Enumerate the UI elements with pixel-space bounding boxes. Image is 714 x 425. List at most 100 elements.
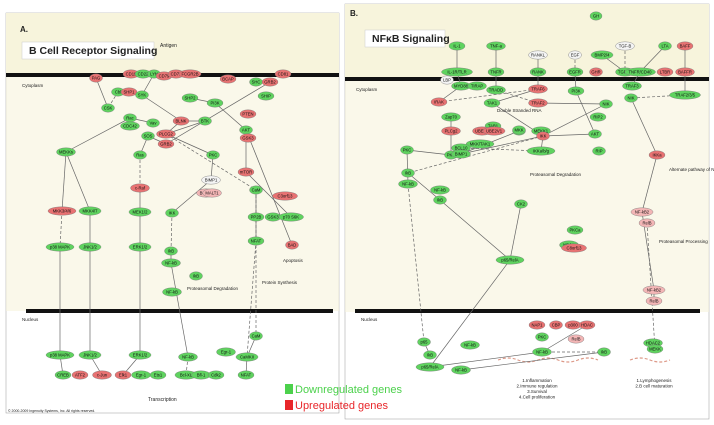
panel-b-node-shape: [676, 41, 694, 51]
panel-b-node-label: TAK1: [487, 100, 498, 105]
panel-b-node: GHR: [589, 67, 603, 77]
panel-b-node-label: LBP: [443, 77, 451, 82]
panel-a-node-label: AKT: [242, 127, 251, 132]
panel-a-node-shape: [128, 242, 152, 252]
panel-a-node-label: SHIP: [261, 93, 271, 98]
panel-a-node-label: CDC42: [123, 123, 137, 128]
panel-a-node-label: SYK: [138, 92, 147, 97]
panel-b-node: C8orf13: [561, 243, 587, 253]
panel-a-node-label: BIMP1: [205, 177, 218, 182]
panel-b-node-label: NAP1: [532, 322, 544, 327]
panel-b-node: Zap70: [441, 112, 461, 122]
panel-b-node-label: TIRAP: [471, 83, 484, 88]
panel-b-node-label: AKT: [591, 131, 600, 136]
panel-b-node-shape: [400, 145, 414, 155]
panel-b-node-shape: [528, 50, 548, 60]
panel-a-node-shape: [71, 370, 89, 380]
panel-a-node: CD81: [274, 69, 292, 79]
panel-a-node: PKC: [206, 150, 220, 160]
pathway-edges: [58, 45, 687, 376]
panel-a-node-shape: [92, 370, 112, 380]
panel-a-edge: [65, 117, 131, 153]
panel-a-node-shape: [237, 370, 255, 380]
panel-a-node-shape: [135, 90, 149, 100]
panel-b-node: NF-kB: [430, 185, 450, 195]
panel-a-node: CaMKII: [235, 352, 259, 362]
panel-b-node-label: LTBR: [660, 69, 670, 74]
panel-a-node-label: CD72: [171, 71, 182, 76]
panel-b-node: IKKa/b/g: [526, 146, 556, 156]
panel-b-node-shape: [467, 81, 487, 91]
panel-a-edge: [60, 151, 67, 212]
panel-a-node-label: NFAT: [241, 372, 252, 377]
panel-b-node-shape: [624, 67, 656, 77]
panel-b-node-shape: [441, 112, 461, 122]
panel-a-node-shape: [120, 121, 140, 131]
panel-b-node-shape: [590, 50, 614, 60]
panel-b-node: TRADD: [486, 85, 506, 95]
panel-a-node-shape: [114, 370, 132, 380]
panel-a-node-shape: [133, 150, 147, 160]
panel-b-node-shape: [675, 67, 695, 77]
panel-a-node-label: IkB: [193, 273, 199, 278]
panel-a-node-shape: [201, 175, 221, 185]
panel-a-node-label: GRB2: [264, 79, 276, 84]
panel-a-node-label: ATF2: [75, 372, 86, 377]
legend: Downregulated genes Upregulated genes: [285, 384, 403, 412]
panel-a-node-shape: [247, 236, 265, 246]
panel-b-node-label: EGF: [571, 52, 580, 57]
panel-b-node-label: IkB: [437, 197, 443, 202]
panel-b-node-shape: [648, 150, 666, 160]
panel-b-dna-strand: [497, 357, 671, 363]
panel-a-node-label: mTOR: [240, 169, 252, 174]
panel-a-node: Ras: [133, 150, 147, 160]
panel-b-node-shape: [536, 131, 550, 141]
panel-b-node: NF-kB2: [642, 285, 666, 295]
panel-a-node: Egr-1: [131, 370, 151, 380]
panel-b-node: LBP: [440, 75, 454, 85]
panel-b-membrane: [345, 77, 709, 81]
panel-b-node-label: MYD88: [454, 83, 469, 88]
panel-b-node-shape: [483, 98, 501, 108]
panel-b-node-shape: [451, 365, 471, 375]
panel-a-edge: [245, 240, 257, 358]
panel-b-node-shape: [567, 334, 585, 344]
panel-b-node-shape: [465, 139, 495, 149]
panel-a-node-label: NF-kB: [166, 289, 178, 294]
panel-b-node-shape: [646, 344, 664, 354]
panel-b-node-shape: [630, 207, 654, 217]
panel-a-node-label: PAG: [92, 75, 101, 80]
panel-b-node-shape: [433, 195, 447, 205]
panel-b-node-label: NF-kB: [536, 349, 548, 354]
panel-a-node-shape: [157, 139, 175, 149]
panel-a-node: Elk1: [114, 370, 132, 380]
panel-b-edge: [429, 350, 543, 368]
panel-b-node-label: p65/RelA: [421, 364, 438, 369]
panel-b-node: NF-kB: [532, 347, 552, 357]
panel-b-node-label: IKKa: [652, 152, 662, 157]
panel-a-node: C3orf13: [272, 191, 298, 201]
panel-a-node-shape: [278, 212, 304, 222]
panel-a-node-label: MKK4/7: [83, 208, 99, 213]
panel-b-node-label: PKC: [403, 147, 412, 152]
panel-b-node-label: RIP: [596, 148, 603, 153]
panel-b-node-shape: [528, 84, 548, 94]
panel-a-node: GRB2: [261, 77, 279, 87]
panel-b-node: IkB: [597, 347, 611, 357]
panel-b-node: BAFFR: [675, 67, 695, 77]
panel-b-node: NIK: [624, 93, 638, 103]
panel-b-node-label: UBE2V1: [486, 128, 503, 133]
panel-a-node-shape: [206, 150, 220, 160]
panel-a-node-label: SOS: [144, 133, 153, 138]
panel-b-edge: [438, 87, 539, 103]
panel-a-node-label: Cbl: [115, 89, 121, 94]
panel-b-node-label: NF-kB: [402, 181, 414, 186]
panel-a-node: PP2B: [247, 212, 265, 222]
panel-b-node: UBE2V1: [482, 126, 506, 136]
panel-a-node-label: p38 MAPK: [50, 244, 70, 249]
panel-b-node: TNFR: [487, 67, 505, 77]
panel-a-node-shape: [249, 331, 263, 341]
panel-b-node-label: NF-kB: [464, 342, 476, 347]
panel-a-node: NF-kB: [161, 258, 181, 268]
panel-b-node-shape: [592, 146, 606, 156]
